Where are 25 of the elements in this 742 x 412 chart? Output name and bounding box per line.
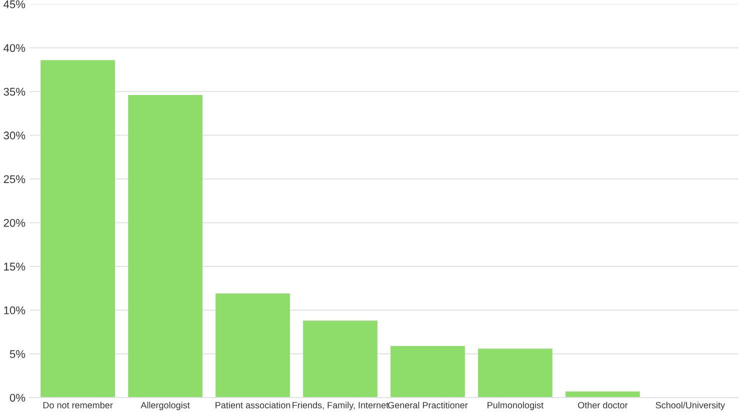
- x-tick-label: Do not remember: [43, 402, 113, 408]
- y-tick-label: 15%: [4, 262, 26, 271]
- bar: [40, 60, 115, 398]
- bar: [303, 320, 378, 398]
- x-tick-label: Patient association: [216, 402, 290, 408]
- x-tick-label: Friends, Family, Internet: [292, 402, 389, 410]
- bar: [566, 391, 640, 398]
- y-tick-label: 20%: [4, 218, 26, 227]
- bar: [216, 294, 290, 398]
- x-tick-label: School/University: [656, 402, 726, 410]
- bar: [390, 346, 465, 398]
- y-tick-label: 30%: [4, 132, 26, 140]
- x-tick-label: Pulmonologist: [488, 402, 544, 410]
- x-tick-label: Allergologist: [140, 402, 190, 410]
- x-tick-label: General Practitioner: [388, 402, 468, 408]
- x-tick-label: Other doctor: [578, 402, 628, 408]
- y-tick-label: 5%: [10, 350, 26, 358]
- bar: [128, 95, 202, 398]
- bar: [478, 348, 552, 398]
- y-tick-label: 10%: [4, 306, 26, 314]
- y-tick-label: 0%: [10, 394, 26, 402]
- y-tick-label: 25%: [4, 175, 26, 184]
- y-tick-label: 40%: [4, 44, 26, 52]
- y-tick-label: 35%: [4, 88, 26, 96]
- y-tick-label: 45%: [4, 0, 26, 8]
